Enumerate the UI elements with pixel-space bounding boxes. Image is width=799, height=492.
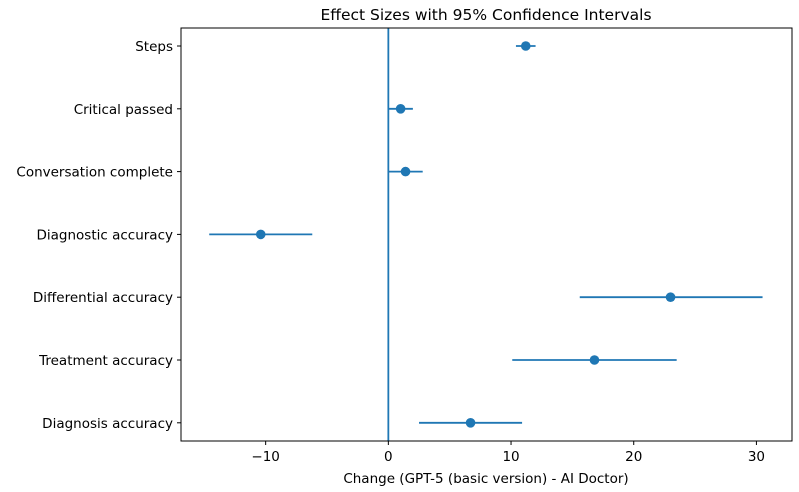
y-tick-label: Conversation complete <box>16 165 173 181</box>
chart-title: Effect Sizes with 95% Confidence Interva… <box>320 6 651 24</box>
estimate-point <box>465 418 476 428</box>
y-tick-label: Diagnosis accuracy <box>42 416 173 432</box>
estimate-point <box>395 104 406 114</box>
estimate-point <box>400 166 411 177</box>
x-tick-label: 10 <box>502 449 519 465</box>
x-tick-label: 30 <box>748 449 765 465</box>
x-tick-label: 20 <box>625 449 642 465</box>
x-axis-label: Change (GPT-5 (basic version) - AI Docto… <box>343 471 628 487</box>
x-tick-label: −10 <box>251 449 280 465</box>
estimate-point <box>589 355 600 365</box>
y-tick-label: Treatment accuracy <box>38 353 173 369</box>
estimate-point <box>255 229 266 240</box>
y-tick-label: Diagnostic accuracy <box>36 227 173 243</box>
estimate-point <box>665 292 676 303</box>
x-tick-label: 0 <box>384 449 393 465</box>
y-tick-label: Differential accuracy <box>33 290 173 306</box>
y-tick-label: Critical passed <box>74 102 173 118</box>
estimate-point <box>520 41 531 51</box>
y-tick-label: Steps <box>135 39 173 55</box>
